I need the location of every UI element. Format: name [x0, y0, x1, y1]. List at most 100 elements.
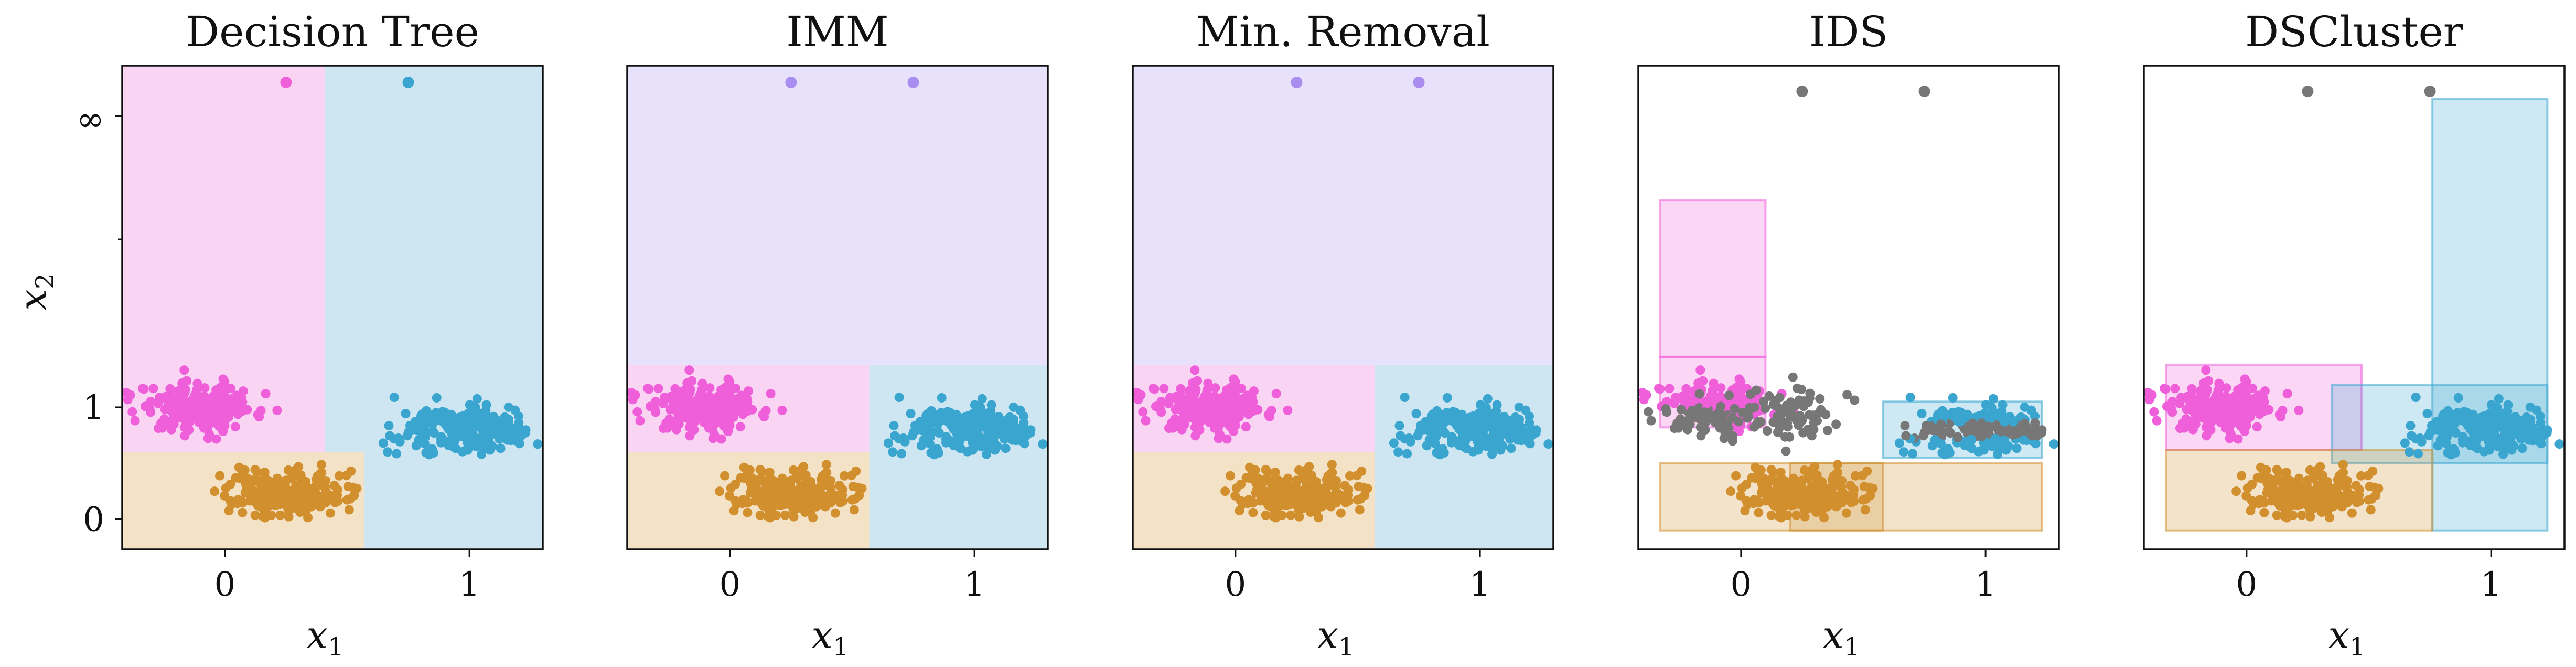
blue-cluster-point — [496, 443, 506, 453]
blue-cluster-point — [1948, 393, 1958, 403]
orange-cluster-point — [1779, 475, 1789, 485]
orange-cluster-point — [1737, 483, 1747, 493]
blue-cluster-point — [2411, 393, 2421, 403]
orange-cluster-point — [2309, 490, 2319, 500]
orange-cluster-point — [848, 482, 858, 492]
orange-cluster-point — [2259, 468, 2269, 478]
orange-cluster-point — [2297, 510, 2307, 520]
blue-cluster-point — [2451, 428, 2461, 438]
orange-cluster-point — [2263, 484, 2273, 494]
orange-cluster-point — [822, 468, 832, 478]
outlier-point — [1918, 86, 1930, 98]
blue-cluster-point — [965, 418, 975, 428]
orange-cluster-point — [1336, 508, 1346, 518]
orange-cluster-point — [2338, 460, 2348, 470]
orange-cluster-point — [1776, 486, 1786, 496]
blue-cluster-point — [511, 431, 521, 441]
orange-cluster-point — [224, 506, 234, 516]
pink-cluster-point — [2147, 390, 2157, 400]
pink-cluster-point — [1191, 384, 1201, 394]
pink-cluster-point — [1683, 417, 1693, 427]
pink-cluster-point — [666, 394, 676, 404]
orange-cluster-point — [743, 507, 753, 517]
orange-cluster-point — [792, 503, 802, 513]
orange-cluster-point — [1328, 497, 1338, 507]
pink-cluster-point — [1283, 405, 1293, 415]
blue-cluster-point — [2407, 431, 2417, 441]
blue-cluster-point — [883, 438, 893, 448]
pink-cluster-point — [2208, 398, 2218, 408]
blue-cluster-point — [1005, 423, 1015, 433]
pink-cluster-point — [1698, 376, 1708, 386]
orange-cluster-point — [801, 489, 811, 499]
unassigned-point — [1727, 436, 1737, 446]
pink-cluster-point — [1708, 385, 1718, 395]
orange-cluster-point — [2322, 507, 2332, 517]
blue-cluster-point — [944, 417, 954, 427]
orange-cluster-point — [1235, 506, 1244, 516]
orange-cluster-point — [801, 470, 811, 480]
pink-cluster-point — [635, 416, 645, 426]
orange-cluster-point — [1252, 484, 1262, 494]
orange-cluster-point — [260, 468, 270, 478]
orange-cluster-point — [1799, 465, 1809, 475]
orange-cluster-point — [1859, 482, 1869, 492]
orange-cluster-point — [830, 508, 840, 518]
pink-cluster-point — [1178, 417, 1188, 427]
blue-cluster-point — [484, 417, 493, 427]
orange-cluster-point — [1754, 498, 1764, 508]
blue-cluster-point — [1491, 406, 1501, 416]
pink-cluster-point — [2247, 384, 2257, 394]
pink-cluster-point — [220, 420, 230, 430]
orange-cluster-point — [1753, 468, 1763, 478]
outlier-point — [785, 77, 797, 89]
pink-cluster-point — [160, 405, 170, 415]
blue-cluster-point — [1431, 419, 1441, 429]
region-2 — [2431, 98, 2549, 532]
orange-cluster-point — [287, 490, 297, 500]
orange-cluster-point — [1726, 486, 1736, 496]
blue-cluster-point — [384, 421, 394, 431]
orange-cluster-point — [238, 507, 248, 517]
orange-cluster-point — [1345, 471, 1355, 481]
pink-cluster-point — [1709, 392, 1719, 402]
pink-cluster-point — [2259, 406, 2269, 416]
orange-cluster-point — [1833, 468, 1843, 478]
blue-cluster-point — [1942, 410, 1952, 420]
pink-cluster-point — [192, 392, 202, 402]
blue-cluster-point — [383, 447, 393, 457]
blue-cluster-point — [910, 420, 920, 430]
pink-cluster-point — [2253, 390, 2263, 400]
pink-cluster-point — [180, 384, 190, 394]
orange-cluster-point — [851, 466, 861, 476]
blue-cluster-point — [1936, 439, 1946, 449]
orange-cluster-point — [720, 471, 730, 481]
x-tick-label: 1 — [964, 565, 985, 604]
pink-cluster-point — [2241, 420, 2251, 430]
orange-cluster-point — [305, 488, 315, 497]
orange-cluster-point — [1832, 460, 1842, 470]
orange-cluster-point — [345, 494, 355, 504]
blue-cluster-point — [979, 420, 989, 430]
x-tick-label: 0 — [719, 565, 740, 604]
pink-cluster-point — [1186, 406, 1196, 416]
pink-cluster-point — [2213, 385, 2223, 395]
orange-cluster-point — [768, 475, 778, 485]
blue-cluster-point — [474, 420, 484, 430]
orange-cluster-point — [835, 497, 845, 507]
pink-cluster-point — [737, 390, 747, 400]
blue-cluster-point — [984, 443, 994, 453]
blue-cluster-point — [1531, 425, 1541, 435]
orange-cluster-point — [1220, 486, 1230, 496]
orange-cluster-point — [1817, 507, 1827, 517]
blue-cluster-point — [889, 421, 899, 431]
blue-cluster-point — [1481, 413, 1491, 423]
blue-cluster-point — [1400, 393, 1410, 403]
orange-cluster-point — [250, 464, 260, 474]
blue-cluster-point — [1960, 440, 1970, 450]
blue-cluster-point — [1461, 435, 1471, 444]
blue-cluster-point — [500, 423, 510, 433]
blue-cluster-point — [955, 435, 965, 444]
blue-cluster-point — [1936, 419, 1946, 429]
orange-cluster-point — [272, 479, 282, 489]
